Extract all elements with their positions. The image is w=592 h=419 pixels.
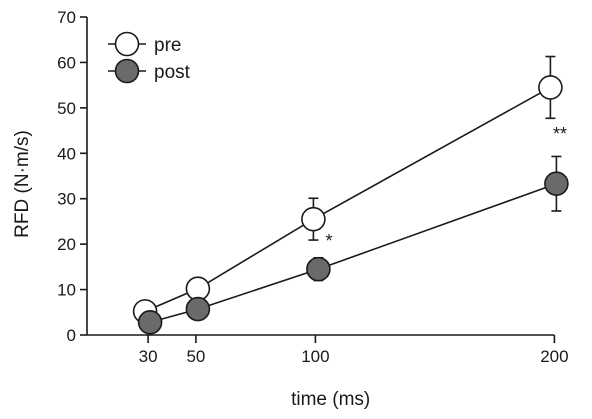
series-line-pre [144, 86, 551, 313]
data-point [301, 206, 326, 232]
x-tick-label: 30 [139, 347, 158, 366]
data-point [544, 171, 569, 197]
significance-marker: * [325, 231, 332, 251]
data-point [185, 276, 211, 301]
y-tick-label: 60 [57, 53, 76, 72]
y-tick-label: 40 [57, 144, 76, 163]
legend: pre post [108, 31, 191, 84]
y-axis-title: RFD (N·m/s) [12, 130, 33, 238]
legend-marker [114, 58, 140, 84]
y-tick-label: 50 [57, 99, 76, 118]
data-point [306, 256, 331, 282]
x-axis-title: time (ms) [291, 389, 370, 410]
y-tick-label: 30 [57, 190, 76, 209]
series-pre [132, 55, 563, 324]
y-tick-label: 70 [57, 8, 76, 27]
y-tick-label: 20 [57, 235, 76, 254]
data-point [137, 309, 163, 335]
x-tick-label: 200 [540, 347, 568, 366]
axes: 0 10 20 30 40 50 60 70 30 50 100 200 [57, 8, 569, 366]
data-point [538, 75, 563, 100]
y-tick-label: 10 [57, 281, 76, 300]
x-tick-label: 100 [301, 347, 329, 366]
significance-marker: ** [553, 124, 567, 144]
y-tick-label: 0 [67, 326, 76, 345]
legend-label: post [154, 62, 191, 83]
series-layer: *** [132, 55, 569, 335]
legend-marker [114, 31, 140, 57]
data-point [185, 296, 211, 322]
series-line-post [149, 182, 557, 324]
series-post [137, 155, 569, 335]
legend-label: pre [154, 35, 181, 56]
x-tick-label: 50 [186, 347, 205, 366]
